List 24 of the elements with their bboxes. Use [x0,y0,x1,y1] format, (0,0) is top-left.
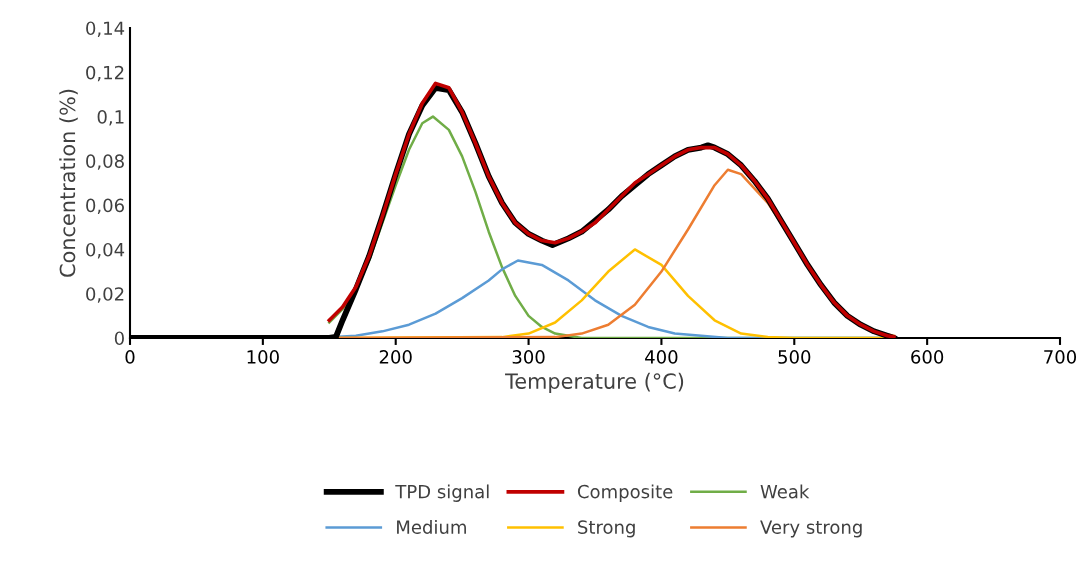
legend-label: Composite [577,484,673,502]
y-tick-label: 0,06 [86,198,124,215]
legend-label: Weak [760,484,810,499]
legend-label: Medium [397,519,466,534]
x-tick-label: 100 [247,350,279,364]
y-tick-label: 0 [114,331,124,346]
y-tick-label: 0,02 [86,287,124,303]
x-tick-label: 400 [645,350,678,364]
y-tick-label: 0,04 [86,242,125,259]
x-tick-label: 600 [911,350,944,364]
x-tick-label: 300 [512,350,545,364]
y-tick-label: 0,14 [86,21,125,37]
legend-label: TPD signal [395,484,489,502]
y-axis-title: Concentration (%) [59,89,78,277]
x-axis-title: Temperature (°C) [505,372,684,393]
legend-label: Strong [578,520,635,538]
y-tick-label: 0,12 [86,65,124,82]
y-tick-label: 0,08 [86,154,124,170]
legend-label: Very strong [760,520,862,538]
x-tick-label: 500 [778,350,811,364]
y-tick-label: 0,1 [97,110,124,126]
x-tick-label: 200 [379,350,412,364]
x-tick-label: 700 [1044,350,1077,364]
x-tick-label: 0 [125,350,135,364]
